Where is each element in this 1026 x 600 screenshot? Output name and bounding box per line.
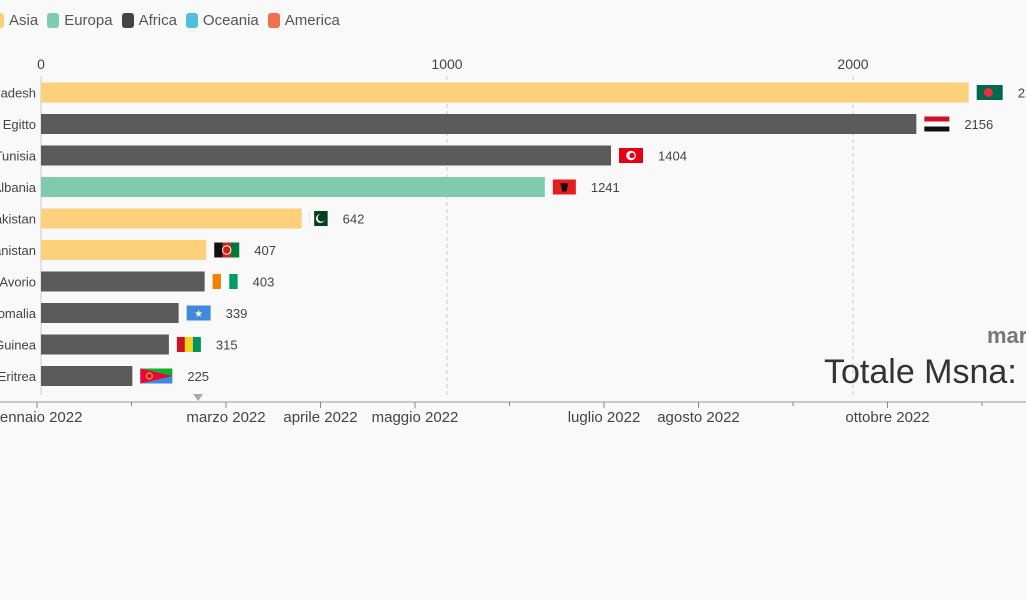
category-label-somalia: Somalia [0,306,37,321]
timeline-label-ottobre-2022[interactable]: ottobre 2022 [845,409,929,426]
value-label-albania: 1241 [591,180,620,195]
timeline-label-marzo-2022[interactable]: marzo 2022 [186,409,265,426]
legend-item-europa[interactable]: Europa [47,12,113,29]
timeline-label-aprile-2022[interactable]: aprile 2022 [283,409,357,426]
x-tick-label: 2000 [837,56,868,72]
value-label-tunisia: 1404 [658,149,687,164]
bar-pakistan[interactable] [41,208,302,229]
eritrea-flag-icon [140,368,173,384]
value-label-bangladesh: 2285 [1018,86,1026,101]
ivory-coast-flag-icon [212,274,238,289]
category-label-afghanistan: Afghanistan [0,243,36,258]
svg-text:★: ★ [194,309,203,320]
x-tick-label: 0 [37,56,45,72]
total-count-label: Totale Msna: 1 [824,353,1026,391]
category-label-eritrea: Eritrea [0,369,37,384]
egypt-flag-icon [924,116,950,132]
value-label-somalia: 339 [226,306,248,321]
bar-guinea[interactable] [41,334,169,355]
category-label-pakistan: Pakistan [0,212,36,227]
legend-item-america[interactable]: America [267,12,340,29]
timeline-handle-icon[interactable] [193,394,204,401]
legend-swatch [267,13,280,28]
bar-egitto[interactable] [41,114,917,134]
pakistan-flag-icon [309,211,328,226]
category-label-costa-d-avorio: Costa d'Avorio [0,275,36,290]
legend-item-africa[interactable]: Africa [121,12,177,29]
timeline-label-gennaio-2022[interactable]: gennaio 2022 [0,409,82,426]
bar-afghanistan[interactable] [41,240,207,260]
category-label-egitto: Egitto [3,117,36,132]
bar-somalia[interactable] [41,303,179,323]
category-label-albania: Albania [0,180,37,195]
bar-costa-d-avorio[interactable] [41,271,205,292]
legend-swatch [121,13,134,28]
somalia-flag-icon: ★ [186,305,211,321]
value-label-eritrea: 225 [187,369,209,384]
legend-label: Oceania [202,12,259,29]
bar-bangladesh[interactable] [41,82,969,103]
afghanistan-flag-icon [214,242,240,258]
current-date-label: marzo 2022 [987,323,1026,348]
legend-label: America [284,12,340,29]
bar-eritrea[interactable] [41,366,133,386]
category-label-guinea: Guinea [0,338,37,353]
x-tick-label: 1000 [431,56,462,72]
legend-item-asia[interactable]: Asia [0,12,38,29]
albania-flag-icon [552,179,576,195]
value-label-afghanistan: 407 [254,243,276,258]
guinea-flag-icon [176,337,201,352]
value-label-pakistan: 642 [343,212,365,227]
bar-albania[interactable] [41,177,545,197]
bar-tunisia[interactable] [41,145,612,166]
value-label-costa-d-avorio: 403 [253,275,275,290]
value-label-egitto: 2156 [964,117,993,132]
category-label-bangladesh: Bangladesh [0,86,36,101]
value-label-guinea: 315 [216,338,238,353]
legend: Asia Europa Africa Oceania America [0,12,349,29]
timeline-label-maggio-2022[interactable]: maggio 2022 [372,409,459,426]
legend-swatch [0,13,4,28]
legend-label: Europa [64,12,113,29]
timeline-label-luglio-2022[interactable]: luglio 2022 [568,409,641,426]
legend-swatch [47,13,60,28]
legend-label: Africa [138,12,177,29]
legend-item-oceania[interactable]: Oceania [185,12,259,29]
legend-swatch [185,13,198,28]
timeline-label-agosto-2022[interactable]: agosto 2022 [657,409,740,426]
category-label-tunisia: Tunisia [0,149,37,164]
legend-label: Asia [9,12,39,29]
tunisia-flag-icon [619,148,644,163]
bangladesh-flag-icon [976,85,1003,100]
